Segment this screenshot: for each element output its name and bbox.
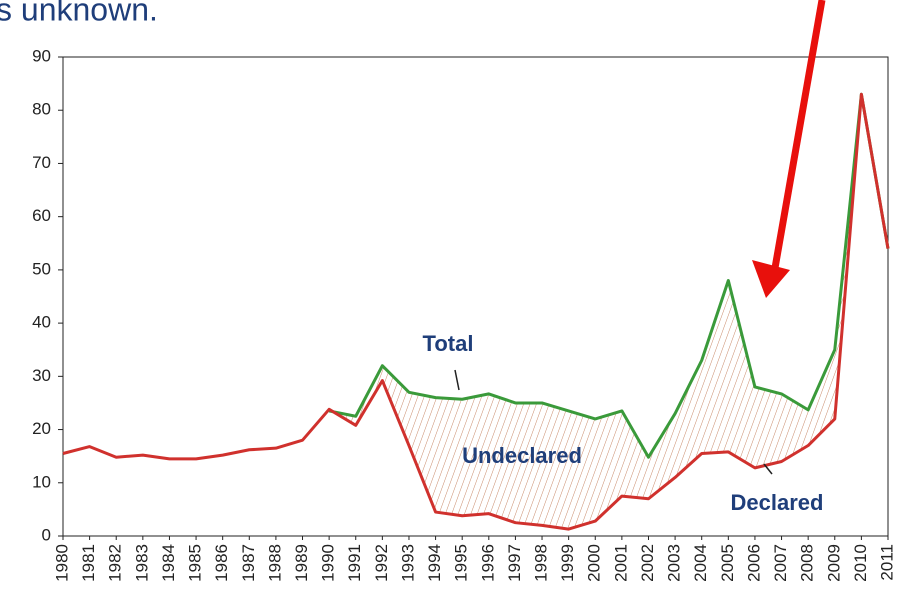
y-tick-label: 90 — [32, 46, 51, 65]
annotation: Undeclared — [462, 443, 582, 468]
x-tick-label: 2005 — [718, 544, 737, 582]
y-tick-label: 70 — [32, 153, 51, 172]
x-tick-label: 2006 — [744, 544, 763, 582]
x-tick-label: 1989 — [292, 544, 311, 582]
y-tick-label: 80 — [32, 100, 51, 119]
x-tick-label: 1992 — [372, 544, 391, 582]
y-tick-label: 30 — [32, 366, 51, 385]
x-tick-label: 2011 — [877, 544, 896, 581]
x-tick-label: 2004 — [691, 544, 710, 582]
x-tick-label: 1981 — [79, 544, 98, 582]
y-tick-label: 40 — [32, 313, 51, 332]
annotation: Total — [423, 331, 474, 356]
x-tick-label: 1999 — [558, 544, 577, 582]
undeclared-area — [329, 94, 888, 530]
x-tick-label: 1994 — [425, 544, 444, 582]
y-tick-label: 20 — [32, 419, 51, 438]
x-tick-label: 1988 — [265, 544, 284, 582]
series-line — [62, 92, 890, 531]
x-tick-label: 1984 — [159, 544, 178, 582]
y-tick-label: 10 — [32, 472, 51, 491]
x-tick-label: 1993 — [398, 544, 417, 582]
x-tick-label: 1990 — [319, 544, 338, 582]
x-tick-label: 1985 — [186, 544, 205, 582]
x-tick-label: 1997 — [505, 544, 524, 582]
x-tick-label: 2000 — [585, 544, 604, 582]
x-tick-label: 2009 — [824, 544, 843, 582]
x-tick-label: 1986 — [212, 544, 231, 582]
x-tick-label: 1980 — [52, 544, 71, 582]
x-tick-label: 1996 — [478, 544, 497, 582]
x-tick-label: 2001 — [611, 544, 630, 582]
annotation-arrow — [454, 369, 460, 391]
x-tick-label: 1991 — [345, 544, 364, 582]
x-tick-label: 1998 — [532, 544, 551, 582]
x-tick-label: 1982 — [106, 544, 125, 582]
x-tick-label: 2002 — [638, 544, 657, 582]
x-tick-label: 2008 — [798, 544, 817, 582]
red-arrow — [771, 0, 826, 269]
plot-frame — [62, 56, 889, 537]
x-tick-label: 1987 — [239, 544, 258, 582]
y-tick-label: 60 — [32, 206, 51, 225]
x-tick-label: 2010 — [851, 544, 870, 582]
x-tick-label: 2003 — [665, 544, 684, 582]
annotation: Declared — [731, 490, 824, 515]
y-tick-label: 0 — [42, 525, 51, 544]
x-tick-label: 1995 — [452, 544, 471, 582]
annotation-arrow — [763, 463, 773, 475]
series-line — [328, 92, 890, 459]
slide-title: s unknown. — [0, 0, 158, 27]
x-tick-label: 1983 — [132, 544, 151, 582]
red-arrow-head — [752, 260, 790, 298]
x-tick-label: 2007 — [771, 544, 790, 582]
y-tick-label: 50 — [32, 259, 51, 278]
